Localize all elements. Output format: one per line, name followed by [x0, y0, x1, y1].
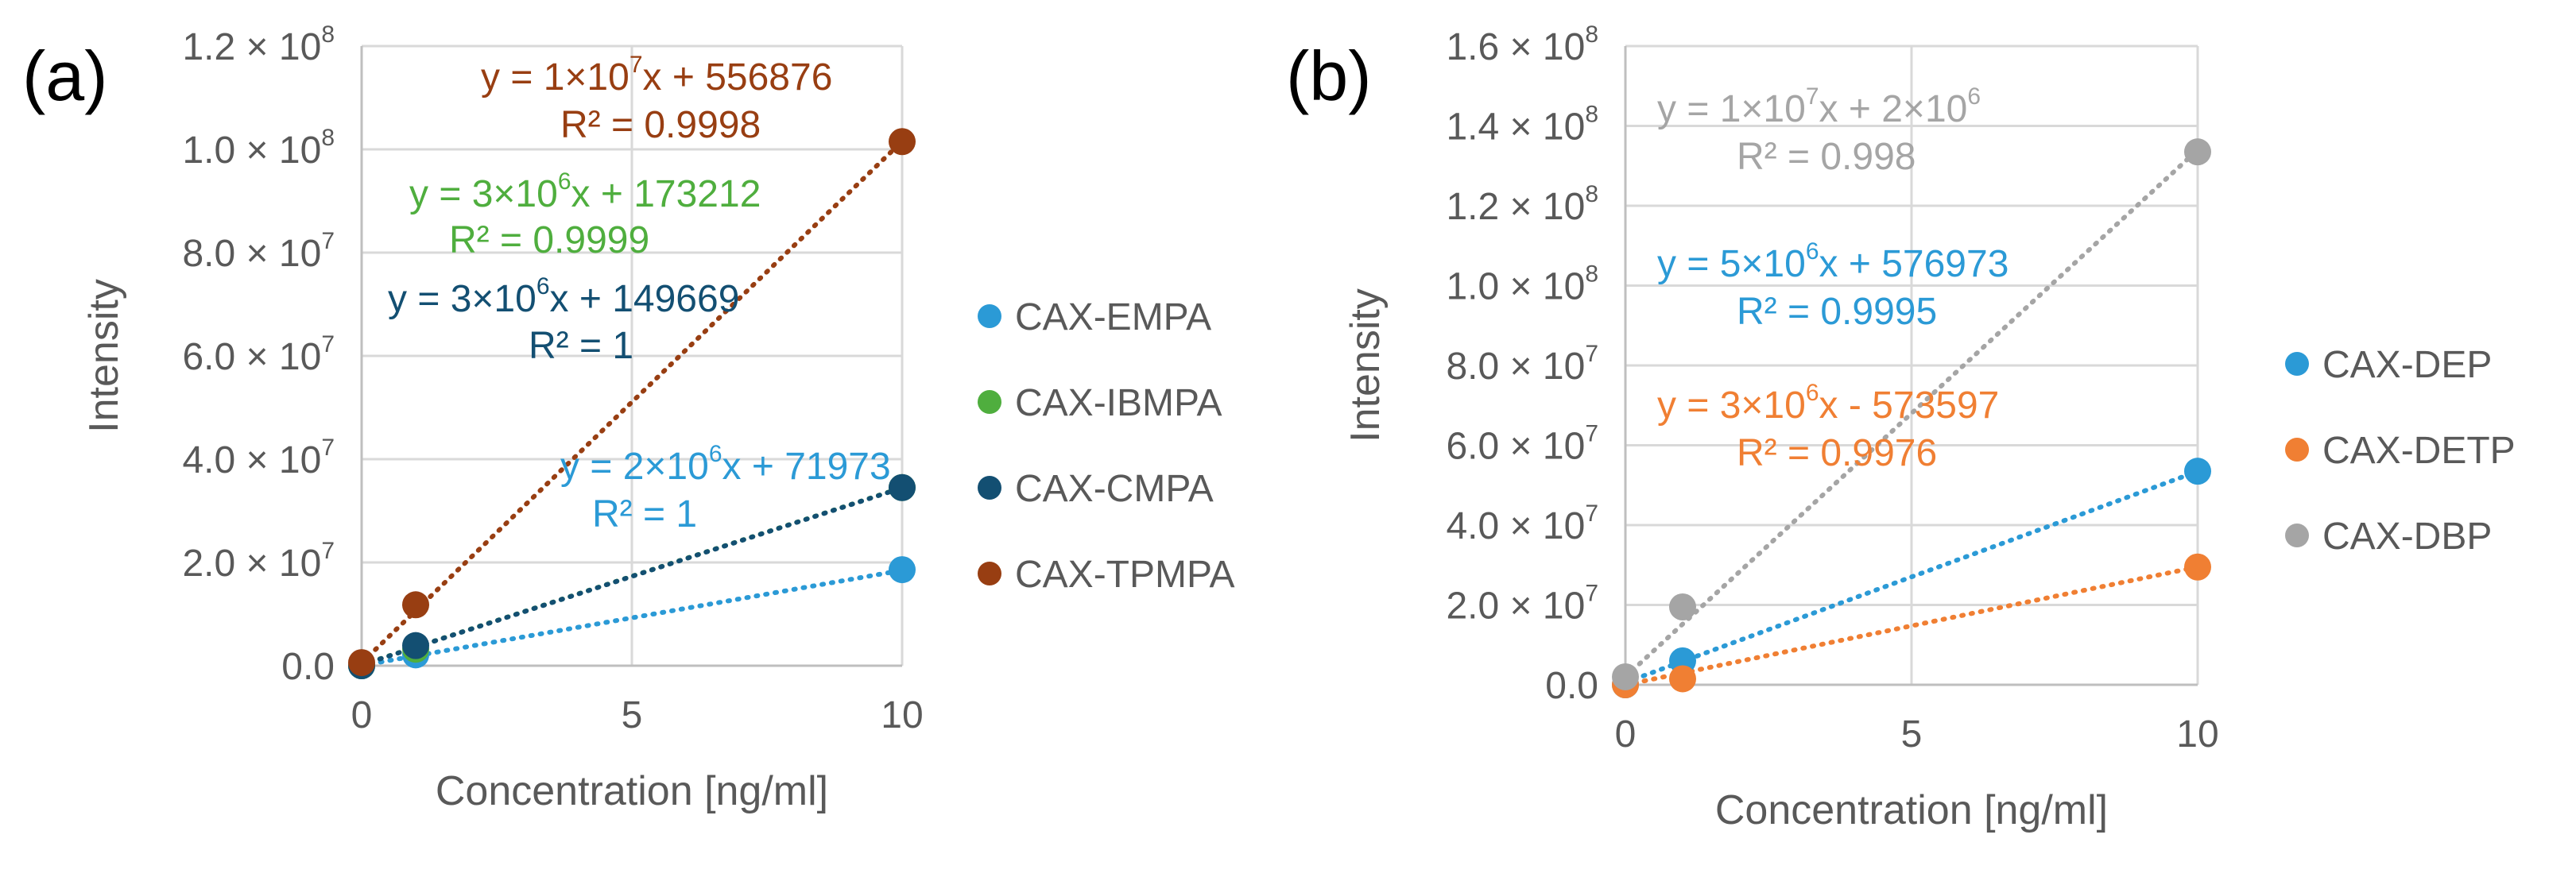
- data-point-cax-tpmpa: [889, 128, 916, 156]
- data-point-cax-dep: [2184, 458, 2211, 485]
- legend-marker: [978, 304, 1001, 328]
- y-tick-label: 1.0 × 108: [182, 125, 335, 172]
- trendline-cax-empa: [359, 567, 905, 668]
- legend-marker: [978, 562, 1001, 585]
- x-tick-label: 5: [622, 694, 643, 736]
- data-point-cax-dbp: [2184, 138, 2211, 166]
- data-point-cax-detp: [1669, 665, 1696, 693]
- x-tick-label: 10: [881, 694, 923, 736]
- equation-label-cax-detp: y = 3×106x - 573597: [1657, 380, 1999, 427]
- panel-label: (b): [1286, 37, 1372, 115]
- trendline-cax-dbp: [1623, 147, 2200, 679]
- y-tick-label: 6.0 × 107: [1446, 421, 1598, 468]
- legend-label: CAX-DBP: [2322, 516, 2492, 558]
- legend-label: CAX-CMPA: [1015, 468, 1214, 510]
- chart-panel-b: (b) 0.0 2.0 × 107 4.0 × 107 6.0 × 107 8.0 × 1…: [1286, 21, 2516, 833]
- r-squared-label-cax-detp: R² = 0.9976: [1737, 432, 1937, 474]
- legend-label: CAX-DEP: [2322, 344, 2492, 386]
- y-tick-label: 0.0: [281, 646, 335, 688]
- equation-label-cax-dep: y = 5×106x + 576973: [1657, 238, 2009, 285]
- data-point-cax-dbp: [1612, 663, 1639, 690]
- r-squared-label-cax-cmpa: R² = 1: [529, 325, 633, 367]
- r-squared-label-cax-dbp: R² = 0.998: [1737, 136, 1916, 178]
- x-tick-label: 10: [2176, 713, 2218, 755]
- panel-label: (a): [22, 37, 108, 115]
- chart-panel-a: (a) 0.0 2.0 × 107 4.0 × 107 6.0 × 107 8.0 × 1…: [22, 21, 1234, 814]
- data-point-cax-cmpa: [889, 473, 916, 501]
- x-axis-title: Concentration [ng/ml]: [436, 768, 828, 814]
- data-point-cax-tpmpa: [402, 591, 429, 619]
- legend-label: CAX-DETP: [2322, 430, 2516, 472]
- legend-marker: [2285, 524, 2309, 547]
- y-tick-label: 6.0 × 107: [182, 331, 335, 378]
- y-tick-label: 1.4 × 108: [1446, 102, 1598, 149]
- data-point-cax-tpmpa: [348, 649, 375, 677]
- y-tick-label: 8.0 × 107: [1446, 341, 1598, 388]
- trendline-cax-detp: [1623, 564, 2200, 687]
- legend-label: CAX-EMPA: [1015, 296, 1211, 338]
- equation-label-cax-dbp: y = 1×107x + 2×106: [1657, 83, 1981, 130]
- y-tick-label: 4.0 × 107: [1446, 500, 1598, 547]
- legend-marker: [2285, 352, 2309, 376]
- data-point-cax-detp: [2184, 553, 2211, 581]
- trendline-cax-cmpa: [359, 485, 905, 668]
- data-point-cax-cmpa: [402, 632, 429, 659]
- y-tick-label: 2.0 × 107: [1446, 581, 1598, 628]
- y-tick-label: 1.0 × 108: [1446, 261, 1598, 308]
- equation-label-cax-cmpa: y = 3×106x + 149669: [388, 273, 739, 320]
- trendline-cax-dep: [1623, 469, 2200, 686]
- x-axis-title: Concentration [ng/ml]: [1715, 787, 2108, 833]
- y-tick-label: 1.2 × 108: [1446, 181, 1598, 228]
- y-tick-label: 0.0: [1545, 665, 1598, 707]
- trendline-cax-tpmpa: [359, 138, 905, 666]
- x-tick-label: 0: [351, 694, 373, 736]
- y-tick-label: 4.0 × 107: [182, 435, 335, 481]
- legend-marker: [2285, 438, 2309, 462]
- equation-label-cax-tpmpa: y = 1×107x + 556876: [481, 52, 832, 99]
- r-squared-label-cax-tpmpa: R² = 0.9998: [560, 104, 761, 146]
- y-tick-label: 1.2 × 108: [182, 21, 335, 68]
- y-tick-label: 2.0 × 107: [182, 538, 335, 585]
- r-squared-label-cax-dep: R² = 0.9995: [1737, 291, 1937, 333]
- legend-marker: [978, 390, 1001, 414]
- y-axis-title: Intensity: [81, 279, 127, 433]
- data-point-cax-empa: [889, 556, 916, 584]
- y-tick-label: 1.6 × 108: [1446, 21, 1598, 68]
- x-tick-label: 0: [1615, 713, 1637, 755]
- data-point-cax-dbp: [1669, 593, 1696, 621]
- x-tick-label: 5: [1901, 713, 1923, 755]
- y-tick-label: 8.0 × 107: [182, 228, 335, 275]
- equation-label-cax-empa: y = 2×106x + 71973: [560, 441, 891, 488]
- legend-marker: [978, 476, 1001, 500]
- r-squared-label-cax-ibmpa: R² = 0.9999: [449, 219, 649, 261]
- legend-label: CAX-TPMPA: [1015, 554, 1234, 596]
- legend-label: CAX-IBMPA: [1015, 382, 1222, 424]
- y-axis-title: Intensity: [1342, 288, 1389, 442]
- equation-label-cax-ibmpa: y = 3×106x + 173212: [409, 168, 761, 215]
- r-squared-label-cax-empa: R² = 1: [592, 493, 697, 535]
